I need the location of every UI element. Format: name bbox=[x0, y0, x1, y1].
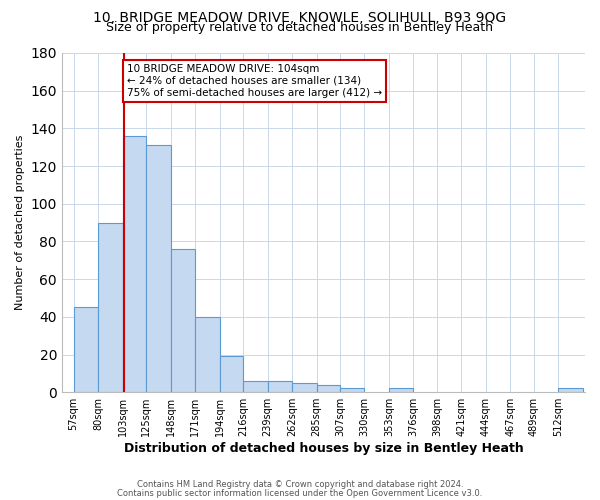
Bar bbox=[170, 249, 195, 392]
Bar bbox=[317, 384, 340, 392]
Bar bbox=[220, 356, 243, 392]
Bar bbox=[74, 308, 98, 392]
Bar bbox=[195, 317, 220, 392]
Text: Contains HM Land Registry data © Crown copyright and database right 2024.: Contains HM Land Registry data © Crown c… bbox=[137, 480, 463, 489]
Bar bbox=[243, 381, 268, 392]
Bar bbox=[122, 136, 146, 392]
Bar bbox=[146, 146, 170, 392]
Bar bbox=[268, 381, 292, 392]
Bar bbox=[292, 383, 317, 392]
Bar bbox=[340, 388, 364, 392]
Text: 10, BRIDGE MEADOW DRIVE, KNOWLE, SOLIHULL, B93 9QG: 10, BRIDGE MEADOW DRIVE, KNOWLE, SOLIHUL… bbox=[94, 11, 506, 25]
Text: Size of property relative to detached houses in Bentley Heath: Size of property relative to detached ho… bbox=[107, 21, 493, 34]
Y-axis label: Number of detached properties: Number of detached properties bbox=[15, 135, 25, 310]
Bar bbox=[98, 222, 122, 392]
Bar bbox=[389, 388, 413, 392]
Bar bbox=[559, 388, 583, 392]
Text: Contains public sector information licensed under the Open Government Licence v3: Contains public sector information licen… bbox=[118, 489, 482, 498]
Text: 10 BRIDGE MEADOW DRIVE: 104sqm
← 24% of detached houses are smaller (134)
75% of: 10 BRIDGE MEADOW DRIVE: 104sqm ← 24% of … bbox=[127, 64, 382, 98]
X-axis label: Distribution of detached houses by size in Bentley Heath: Distribution of detached houses by size … bbox=[124, 442, 523, 455]
